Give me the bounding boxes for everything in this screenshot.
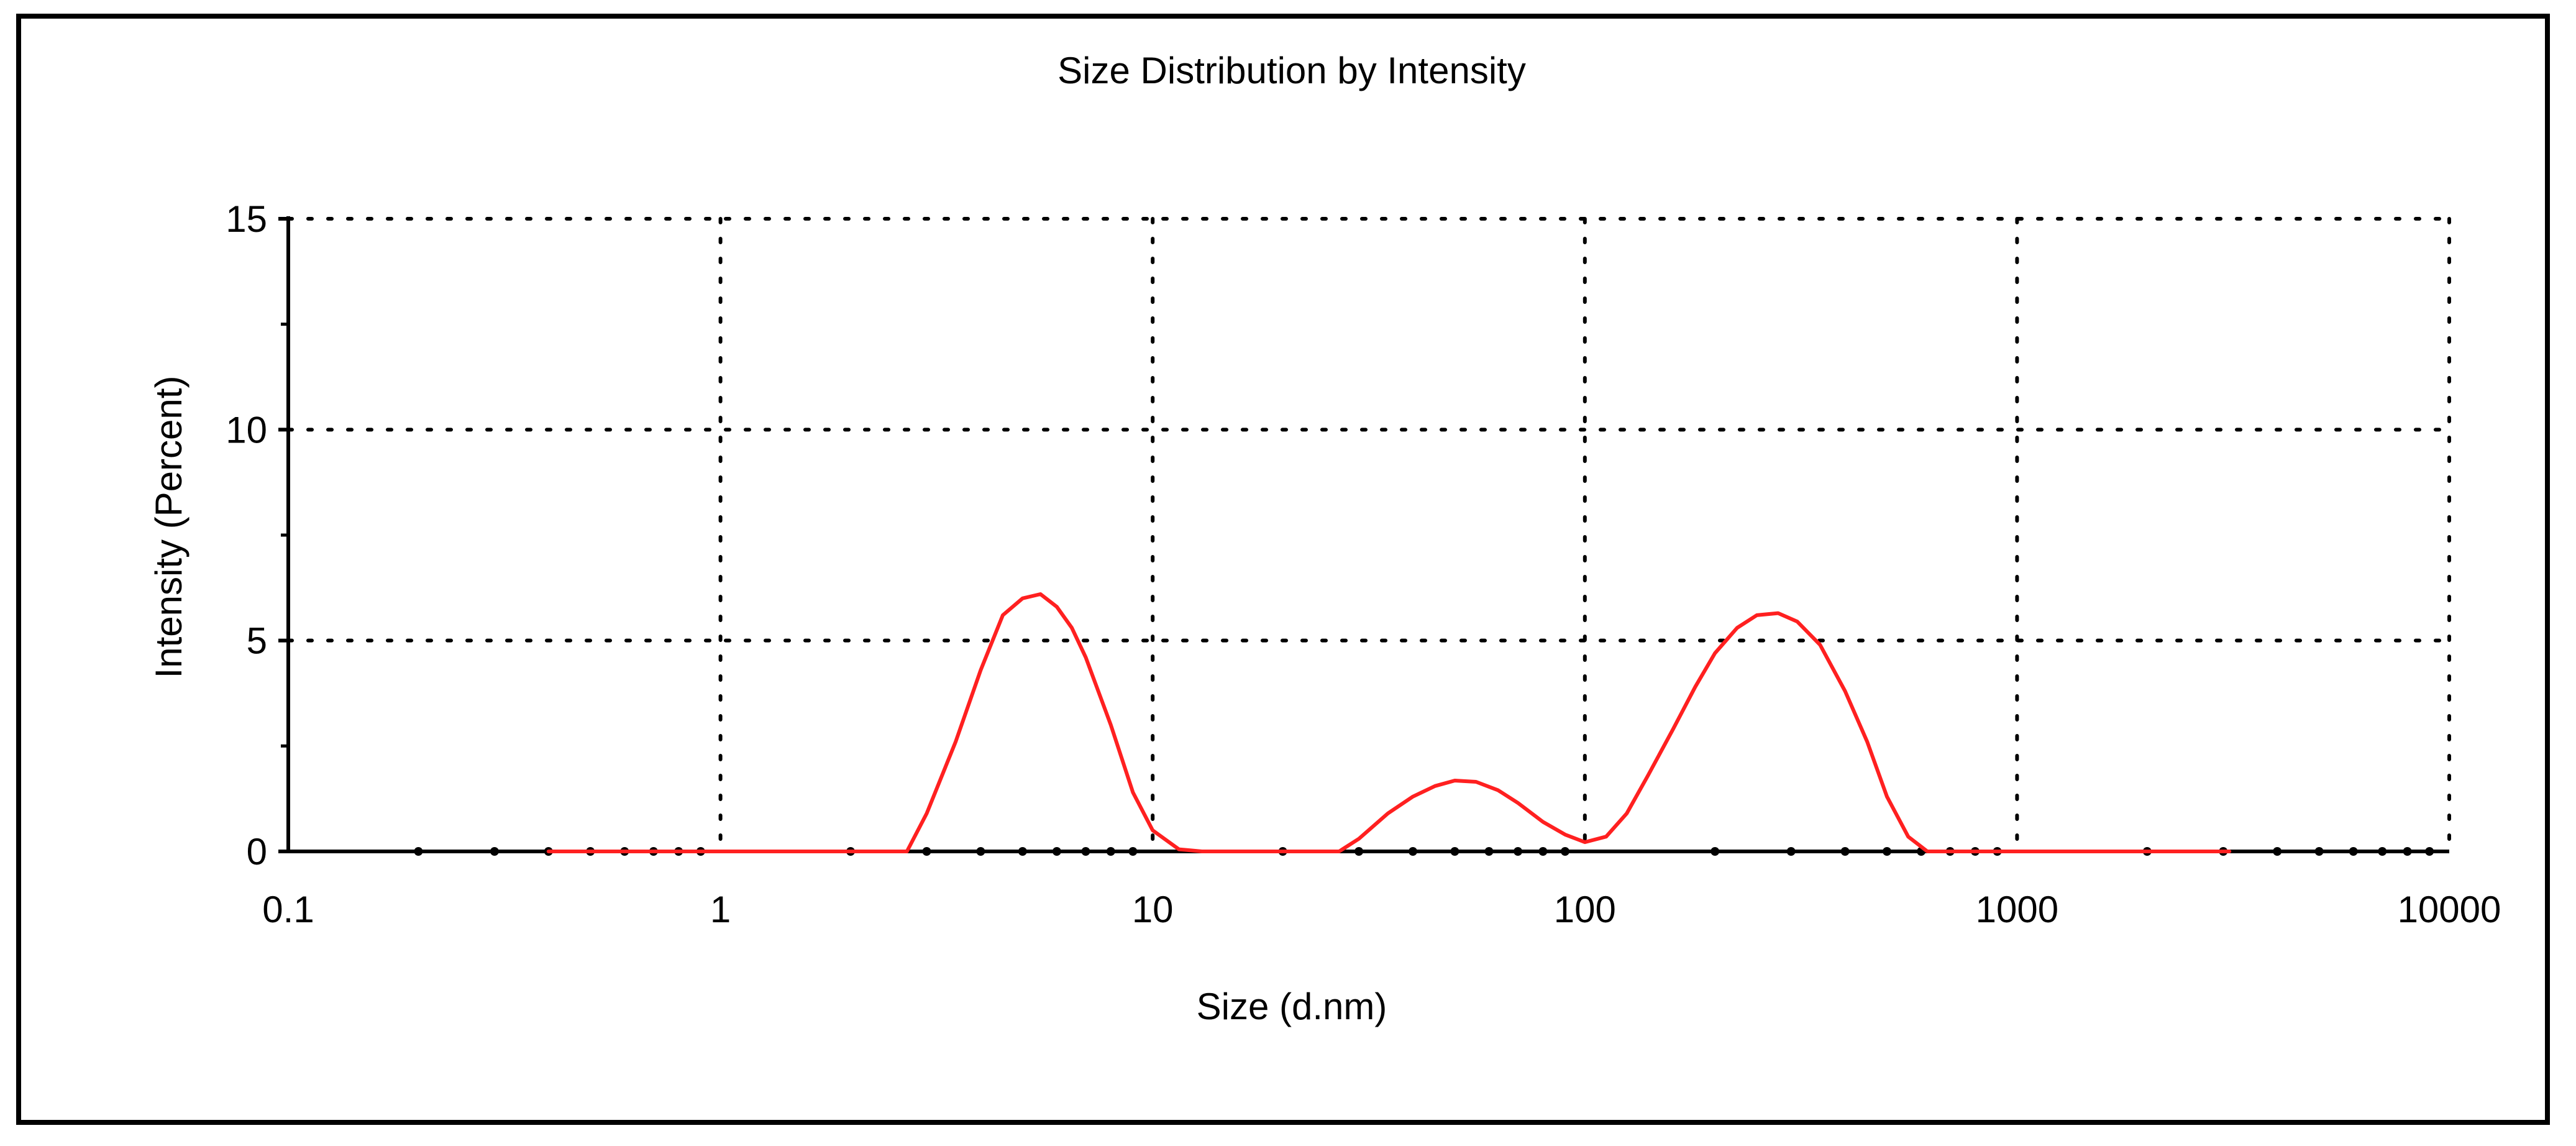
- x-minor-tick: [414, 847, 423, 856]
- y-tick-label: 0: [247, 831, 267, 873]
- ticks: 0 5 10 15 0.1 1 10 100 1000 10000: [226, 198, 2501, 930]
- x-minor-tick: [1450, 847, 1459, 856]
- x-minor-tick: [490, 847, 499, 856]
- chart: Size Distribution by Intensity 0 5 10 15 0.1…: [148, 50, 2501, 1027]
- x-minor-tick: [1840, 847, 1850, 856]
- chart-title: Size Distribution by Intensity: [1057, 50, 1526, 91]
- y-tick-label: 15: [226, 198, 267, 240]
- x-minor-tick: [2378, 847, 2387, 856]
- series-layer: [546, 592, 2232, 853]
- y-tick-label: 5: [247, 620, 267, 662]
- x-minor-tick: [1883, 847, 1892, 856]
- axes: [286, 216, 2449, 853]
- x-tick-label: 0.1: [262, 889, 314, 930]
- x-minor-tick: [2314, 847, 2324, 856]
- x-minor-tick: [1538, 847, 1548, 856]
- y-tick-label: 10: [226, 409, 267, 451]
- x-tick-label: 10: [1132, 889, 1174, 930]
- x-minor-tick: [2403, 847, 2412, 856]
- x-minor-tick: [1560, 847, 1569, 856]
- y-axis-label: Intensity (Percent): [148, 376, 190, 679]
- x-minor-tick: [2425, 847, 2434, 856]
- x-minor-tick: [1408, 847, 1417, 856]
- x-minor-tick: [922, 847, 931, 856]
- grid: [286, 217, 2451, 853]
- chart-frame: Size Distribution by Intensity 0 5 10 15 0.1…: [16, 14, 2550, 1125]
- x-minor-tick: [976, 847, 985, 856]
- x-minor-tick: [1128, 847, 1138, 856]
- x-minor-tick: [2349, 847, 2358, 856]
- x-tick-label: 1000: [1976, 889, 2058, 930]
- x-minor-tick: [1710, 847, 1720, 856]
- x-minor-tick: [1786, 847, 1796, 856]
- x-minor-tick: [2273, 847, 2282, 856]
- x-minor-tick: [1484, 847, 1494, 856]
- x-minor-tick: [1106, 847, 1115, 856]
- series-line: [546, 592, 2232, 853]
- x-tick-label: 1: [710, 889, 731, 930]
- x-minor-tick: [1018, 847, 1027, 856]
- x-axis-label: Size (d.nm): [1197, 986, 1387, 1027]
- x-minor-tick: [1514, 847, 1523, 856]
- x-minor-tick: [1081, 847, 1090, 856]
- x-tick-label: 100: [1554, 889, 1616, 930]
- x-tick-label: 10000: [2398, 889, 2501, 930]
- x-minor-tick: [1354, 847, 1364, 856]
- x-minor-tick: [1052, 847, 1061, 856]
